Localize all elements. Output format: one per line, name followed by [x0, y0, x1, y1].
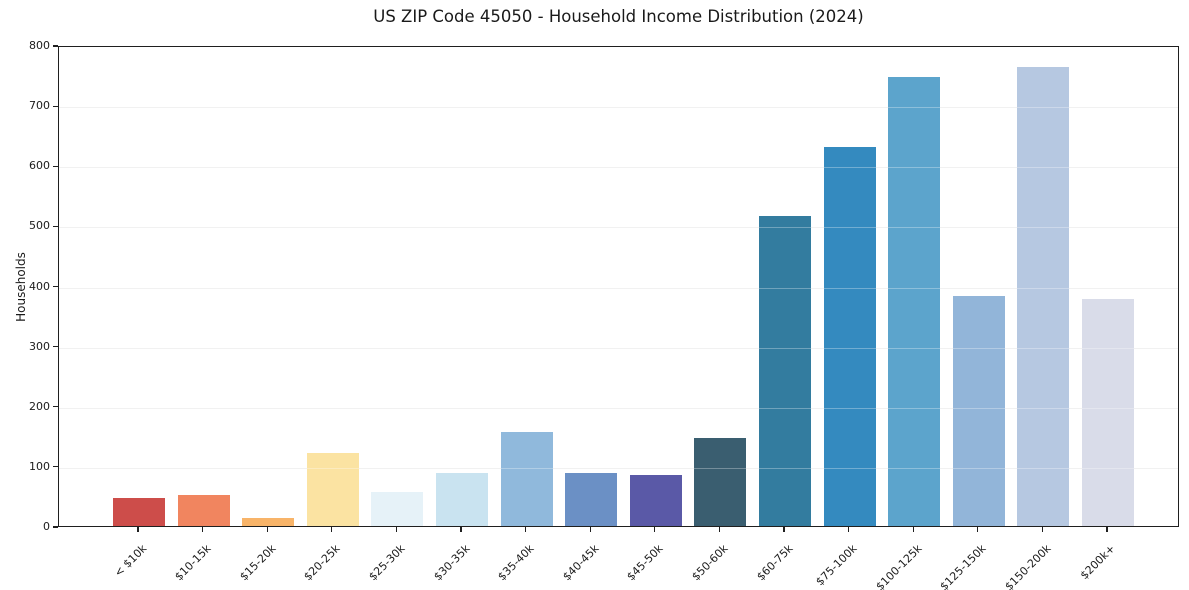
- x-tick-mark: [331, 527, 333, 532]
- bar-$75-100k: [823, 147, 876, 526]
- x-tick-wrap: $200k+: [909, 537, 1118, 582]
- y-tick-mark: [53, 285, 58, 288]
- y-tick-mark: [53, 225, 58, 227]
- gridline-overlay-y400: [59, 287, 1178, 289]
- bar-$100-125k: [888, 77, 941, 526]
- bar-$150-200k: [1017, 66, 1070, 526]
- x-tick-mark: [202, 527, 204, 532]
- y-tick-mark: [53, 346, 58, 348]
- y-tick-label-0: 0: [43, 520, 50, 533]
- x-tick-mark: [654, 527, 656, 532]
- y-tick-label-500: 500: [29, 219, 50, 233]
- y-tick-label-200: 200: [29, 399, 50, 413]
- y-tick-label-800: 800: [29, 39, 50, 52]
- x-tick-mark: [395, 527, 397, 532]
- y-tick-label-600: 600: [29, 159, 50, 173]
- gridline-y200: [59, 407, 1178, 409]
- y-tick-label-400: 400: [29, 279, 50, 293]
- bar-$200k+: [1082, 298, 1134, 526]
- x-tick-mark: [525, 527, 527, 532]
- plot-area: [58, 46, 1179, 527]
- y-tick-mark: [53, 45, 58, 47]
- y-tick-label-100: 100: [29, 459, 50, 473]
- gridline-overlay-y600: [59, 167, 1178, 169]
- y-tick-mark: [53, 105, 58, 107]
- bar-$45-50k: [629, 474, 682, 526]
- gridline-overlay-y100: [59, 467, 1178, 469]
- y-tick-mark: [53, 165, 58, 167]
- y-tick-label-700: 700: [29, 99, 50, 113]
- x-tick-label-$200k+: $200k+: [1078, 542, 1119, 583]
- x-tick-mark: [783, 527, 785, 532]
- bar-< $10k: [113, 498, 165, 526]
- bar-$25-30k: [371, 492, 424, 526]
- bar-$40-45k: [565, 473, 618, 526]
- x-tick-mark: [718, 527, 720, 532]
- y-tick-mark: [53, 526, 58, 528]
- y-tick-mark: [53, 466, 58, 468]
- gridline-y100: [59, 467, 1178, 469]
- chart-title: US ZIP Code 45050 - Household Income Dis…: [373, 7, 864, 26]
- gridline-overlay-y700: [59, 107, 1178, 109]
- x-tick-mark: [589, 527, 591, 532]
- x-tick-mark: [848, 527, 850, 532]
- x-tick-mark: [977, 527, 979, 532]
- bar-$20-25k: [306, 452, 359, 526]
- y-tick-mark: [53, 406, 58, 408]
- bar-$125-150k: [952, 295, 1005, 526]
- gridline-overlay-y300: [59, 347, 1178, 349]
- x-tick-mark: [266, 527, 268, 532]
- bar-$15-20k: [242, 518, 295, 526]
- gridline-y300: [59, 347, 1178, 349]
- bar-$35-40k: [500, 431, 553, 526]
- x-tick-mark: [1041, 527, 1043, 532]
- bar-$50-60k: [694, 438, 747, 526]
- y-tick-label-300: 300: [29, 339, 50, 353]
- bar-$30-35k: [436, 472, 488, 526]
- x-tick-mark: [1106, 527, 1108, 532]
- bar-$10-15k: [177, 494, 230, 526]
- x-tick-mark: [912, 527, 914, 532]
- gridline-y700: [59, 107, 1178, 109]
- gridline-overlay-y500: [59, 227, 1178, 229]
- gridline-y500: [59, 227, 1178, 229]
- gridline-overlay-y200: [59, 407, 1178, 409]
- bar-$60-75k: [759, 216, 811, 526]
- gridline-y600: [59, 167, 1178, 169]
- gridline-y400: [59, 287, 1178, 289]
- x-tick-mark: [460, 527, 462, 532]
- x-tick-mark: [137, 527, 139, 532]
